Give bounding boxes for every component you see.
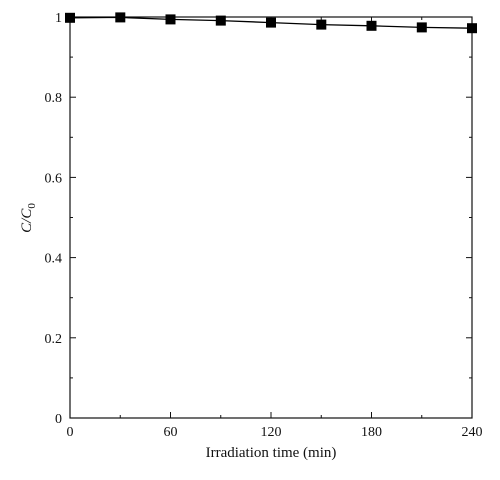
series-layer [65,12,477,34]
data-point-marker [467,23,477,34]
x-tick-label: 120 [261,425,282,440]
y-axis-label-main: C/C [19,208,35,233]
data-point-marker [65,12,75,23]
y-axis-label: C/C0 [19,203,38,233]
y-axis-label-subscript: 0 [26,203,38,209]
y-tick-label: 0.8 [45,91,63,106]
x-tick-label: 60 [164,425,178,440]
y-tick-label: 0.2 [45,332,63,347]
y-axis: 0 0.2 0.4 0.6 0.8 1 [45,11,472,427]
plot-area-frame [69,16,473,419]
data-point-marker [316,19,327,30]
data-point-marker [366,20,377,31]
y-tick-label: 0.4 [45,252,63,267]
data-point-marker [115,12,126,23]
x-axis-label: Irradiation time (min) [206,445,337,461]
data-point-marker [266,17,276,28]
y-tick-label: 1 [55,11,62,26]
data-point-marker [215,15,226,26]
data-point-marker [416,22,427,33]
y-tick-label: 0.6 [45,171,63,186]
x-tick-label: 180 [361,425,382,440]
x-axis: 0 60 120 180 240 [67,17,483,440]
x-tick-label: 240 [462,425,483,440]
x-tick-label: 0 [67,425,74,440]
y-tick-label: 0 [55,412,62,427]
data-point-marker [165,14,176,25]
